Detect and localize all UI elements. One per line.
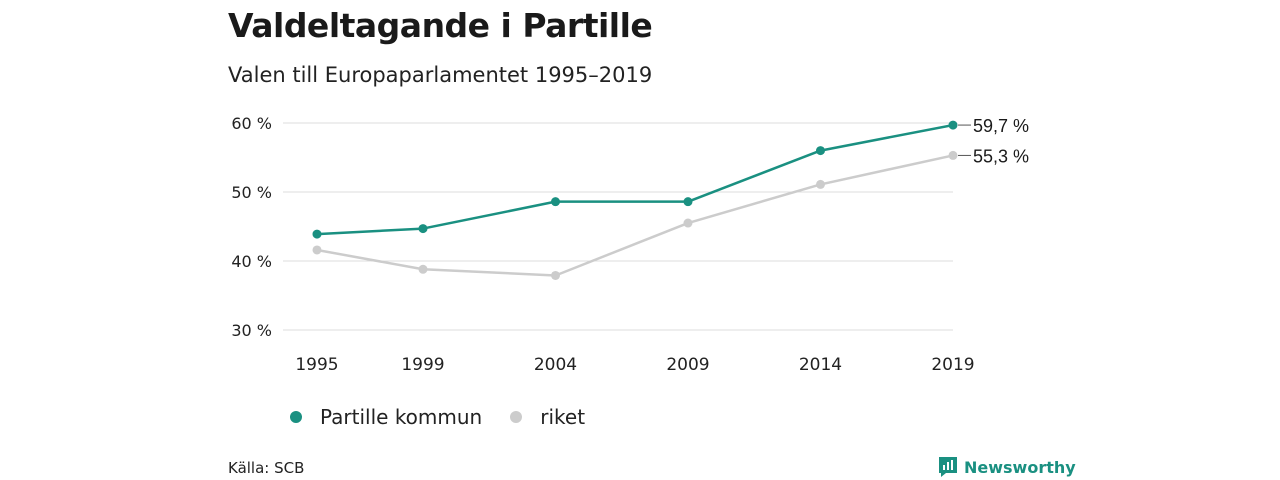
y-tick-label: 60 % [231, 114, 272, 133]
legend-label-partille: Partille kommun [320, 405, 483, 429]
brand-logo: Newsworthy [938, 456, 1076, 478]
legend-label-riket: riket [540, 405, 586, 429]
data-point-partille-kommun [418, 224, 428, 234]
brand-name: Newsworthy [964, 457, 1076, 477]
end-label-riket: 55,3 % [973, 146, 1029, 166]
data-point-partille-kommun [683, 197, 693, 207]
y-tick-label: 40 % [231, 252, 272, 271]
series-line-riket [316, 154, 954, 277]
y-tick-label: 30 % [231, 321, 272, 340]
legend-item-partille: Partille kommun [290, 405, 482, 429]
line-chart: 30 % 40 % 50 % 60 % 1995 1999 2004 2009 2014 2019… [231, 114, 1029, 375]
data-point-riket [948, 150, 958, 160]
data-point-partille-kommun [551, 197, 560, 207]
legend-dot-partille [290, 411, 302, 423]
data-point-partille-kommun [816, 146, 825, 156]
x-tick-label: 2009 [666, 355, 709, 375]
series-line-partille-kommun [316, 123, 954, 236]
newsworthy-logo-icon [939, 457, 957, 477]
data-point-partille-kommun [312, 229, 322, 239]
data-point-partille-kommun [948, 120, 958, 130]
legend-item-riket: riket [510, 405, 585, 429]
data-point-riket [551, 270, 560, 280]
chart-legend: Partille kommun riket [290, 405, 613, 429]
x-tick-label: 2004 [534, 355, 577, 375]
x-tick-label: 2019 [931, 355, 974, 375]
source-note: Källa: SCB [228, 459, 305, 477]
data-point-riket [816, 179, 825, 189]
data-point-riket [683, 218, 693, 228]
data-point-riket [418, 264, 428, 274]
end-label-partille-kommun: 59,7 % [973, 116, 1029, 136]
chart-subtitle: Valen till Europaparlamentet 1995–2019 [228, 63, 653, 87]
y-tick-label: 50 % [231, 183, 272, 202]
data-point-riket [312, 245, 322, 255]
x-tick-label: 1995 [295, 355, 338, 375]
chart-title: Valdeltagande i Partille [228, 6, 653, 45]
legend-dot-riket [510, 411, 523, 423]
x-tick-label: 2014 [799, 355, 842, 375]
x-tick-label: 1999 [401, 355, 444, 375]
